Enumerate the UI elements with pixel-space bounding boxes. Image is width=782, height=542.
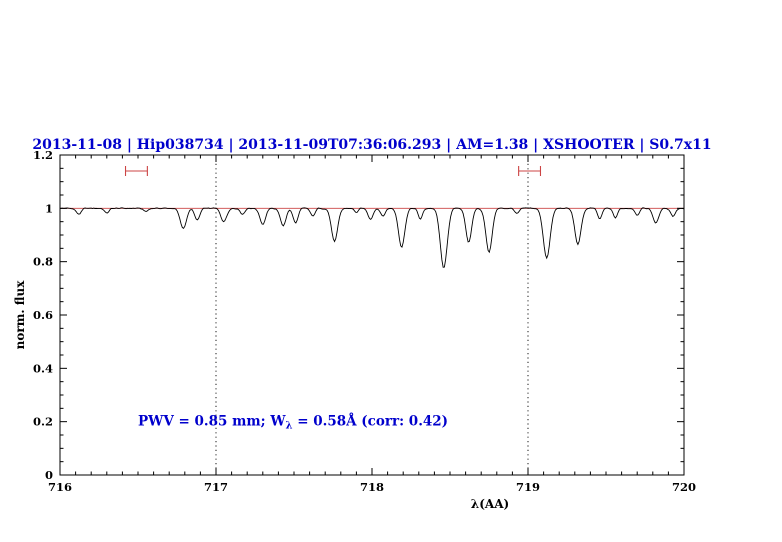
chart-generated-layer: 716 717 718 719 720 0 0.2 0.4 0.6 0.8 1 1.2 [33, 148, 696, 494]
y-tick-label: 0.2 [33, 415, 53, 429]
x-tick-label: 716 [48, 480, 72, 494]
chart-title: 2013-11-08 | Hip038734 | 2013-11-09T07:3… [32, 137, 711, 153]
annotation-pre: PWV = 0.85 mm; W [138, 414, 286, 430]
pwv-annotation: PWV = 0.85 mm; Wλ = 0.58Å (corr: 0.42) [138, 414, 448, 432]
y-axis-label: norm. flux [13, 280, 27, 350]
y-tick-label: 0.8 [33, 255, 53, 269]
x-tick-label: 720 [672, 480, 696, 494]
y-tick-label: 1.2 [33, 148, 53, 162]
y-tick-label: 0 [45, 468, 53, 482]
spectrum-line [59, 207, 685, 268]
y-tick-label: 1 [45, 201, 53, 215]
annotation-post: = 0.58Å (corr: 0.42) [293, 414, 449, 430]
x-axis-label: λ(AA) [471, 497, 509, 511]
y-tick-label: 0.4 [33, 361, 53, 375]
x-tick-label: 717 [204, 480, 228, 494]
x-tick-label: 719 [516, 480, 540, 494]
annotation-sub: λ [286, 421, 293, 432]
x-tick-label: 718 [360, 480, 384, 494]
y-tick-label: 0.6 [33, 308, 53, 322]
